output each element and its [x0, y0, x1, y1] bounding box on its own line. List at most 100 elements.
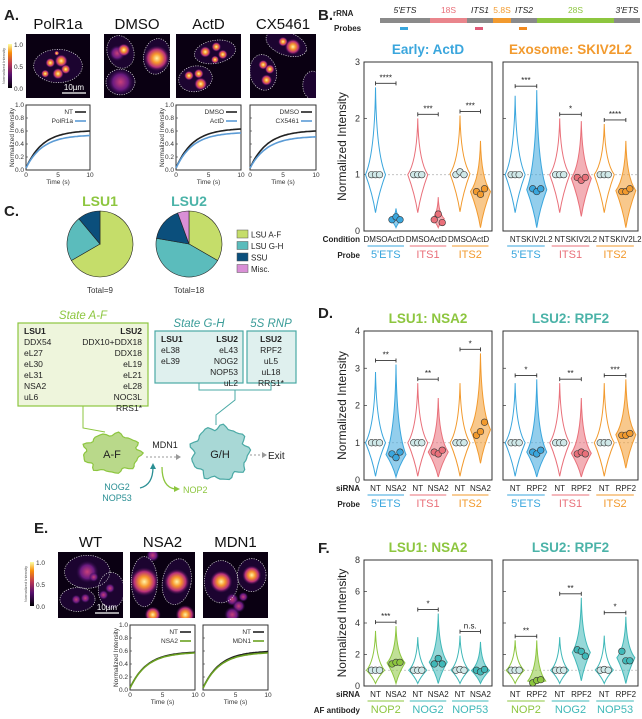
nucleolus-spot: [98, 590, 109, 600]
probe-label: 5'ETS: [371, 249, 401, 261]
y-tick-label: 0: [355, 475, 360, 485]
replicate-point: [537, 185, 545, 193]
condition-label: NT: [412, 690, 423, 699]
protein-name: eL43: [219, 345, 238, 355]
nucleolus-spot: [238, 592, 249, 602]
y-tick-label: 1: [355, 170, 360, 180]
protein-name: uL5: [264, 356, 278, 366]
violin-skiv2l2: [615, 140, 637, 228]
y-tick-label: 1.0: [165, 102, 174, 109]
legend-label: NT: [64, 109, 73, 116]
significance-label: *: [613, 603, 616, 612]
replicate-point: [537, 676, 545, 684]
condition-label: NT: [455, 484, 466, 493]
y-axis-label: Normalized Intensity: [335, 92, 349, 201]
legend-swatch: [236, 241, 249, 250]
violin-skiv2l2: [570, 121, 592, 217]
replicate-point: [375, 439, 384, 447]
legend-label: Misc.: [251, 265, 270, 274]
violin-plot: LSU2: RPF2 NT RPF2 * 5'ETS NT RPF2 ** ITS1 NT RPF2…: [502, 311, 639, 510]
y-tick-label: 2: [355, 113, 360, 123]
replicate-point: [476, 427, 485, 436]
condition-label: NT: [599, 690, 610, 699]
replicate-point: [460, 666, 468, 674]
recovery-curve-actd: [175, 132, 242, 169]
x-tick-label: 0: [201, 692, 205, 699]
significance-label: **: [383, 351, 389, 360]
replicate-point: [560, 666, 568, 674]
y-tick-label: 0.2: [15, 154, 24, 161]
particle-label: A-F: [103, 449, 121, 461]
x-tick-label: 0: [24, 172, 28, 179]
x-tick-label: 5: [56, 172, 60, 179]
legend-swatch: [236, 229, 249, 239]
violin-dmso: [407, 118, 429, 213]
replicate-point: [577, 647, 585, 655]
protein-name: RRS1*: [116, 403, 143, 413]
probe-label: NOP53: [452, 704, 488, 716]
nop53-label: NOP53: [102, 493, 132, 503]
pie-slice-lsugh: [155, 237, 218, 278]
y-tick-label: 1.0: [119, 622, 128, 629]
particle-label: G/H: [210, 449, 230, 461]
replicate-point: [418, 171, 426, 179]
violin-group-nop2: NT NSA2 *** NOP2: [365, 612, 407, 716]
pie-lsu2: LSU2 Total=18: [155, 193, 223, 295]
protein-name: eL39: [161, 356, 180, 366]
probe-label: NOG2: [412, 704, 443, 716]
replicate-point: [430, 216, 438, 224]
probe-label: ITS1: [416, 249, 439, 261]
x-tick-label: 5: [161, 692, 165, 699]
colorbar-tick: 1.0: [14, 42, 23, 49]
significance-label: ***: [466, 102, 475, 111]
significance-label: **: [523, 626, 529, 635]
replicate-point: [396, 448, 404, 456]
condition-label: NT: [554, 690, 565, 699]
exit-label: Exit: [268, 451, 285, 462]
plot-title: LSU1: NSA2: [389, 540, 468, 555]
violin-group-its1: DMSO ActD *** ITS1: [406, 104, 447, 261]
replicate-point: [396, 658, 404, 666]
legend-swatch: [236, 264, 249, 273]
condition-label: NT: [599, 484, 610, 493]
replicate-point: [480, 665, 489, 674]
state-title: 5S RNP: [250, 318, 292, 330]
arrow-head-icon: [150, 463, 156, 469]
probe-label: ITS2: [603, 498, 626, 510]
nucleolus-spot: [260, 74, 273, 86]
protein-name: RPF2: [260, 345, 282, 355]
legend-swatch: [236, 252, 249, 262]
replicate-point: [515, 171, 523, 179]
frap-plot: 0.0 0.2 0.4 0.6 0.8 1.0 0 5 10 Time (s) Normalized…: [113, 622, 199, 706]
y-tick-label: 0.4: [15, 141, 24, 148]
condition-title: CX5461: [256, 16, 310, 33]
y-tick-label: 0.2: [119, 674, 128, 681]
nucleolus-spot: [52, 68, 64, 80]
violin-rpf2: [526, 379, 548, 478]
replicate-point: [418, 439, 426, 447]
violin-group-its1: NT SKIV2L2 * ITS1: [549, 104, 598, 261]
scale-bar-label: 10µm: [64, 83, 85, 92]
y-tick-label: 0.8: [15, 115, 24, 122]
legend-label: MDN1: [233, 638, 252, 645]
y-tick-label: 0.0: [119, 687, 128, 694]
plot-title: LSU2: RPF2: [532, 540, 609, 555]
y-tick-label: 0.6: [165, 128, 174, 135]
rrna-segment-label: 28S: [568, 5, 583, 15]
nucleolus-spot: [130, 567, 159, 597]
frap-plot: 0 5 10 Time (s) DMSO CX5461: [248, 104, 320, 186]
replicate-point: [375, 666, 384, 674]
violin-nsa2: [427, 398, 449, 478]
violin-nt: [449, 383, 471, 477]
replicate-point: [626, 185, 634, 193]
condition-label: NT: [510, 235, 521, 244]
nucleolus-spot: [211, 55, 219, 64]
pie-total: Total=9: [87, 286, 114, 295]
nucleolus-spot: [218, 49, 228, 60]
nucleolus-spot: [54, 50, 60, 56]
frap-plot: 0.0 0.2 0.4 0.6 0.8 1.0 0 5 10 Time (s) Normalized…: [9, 102, 94, 186]
x-axis-label: Time (s): [224, 699, 248, 706]
replicate-point: [604, 666, 612, 674]
